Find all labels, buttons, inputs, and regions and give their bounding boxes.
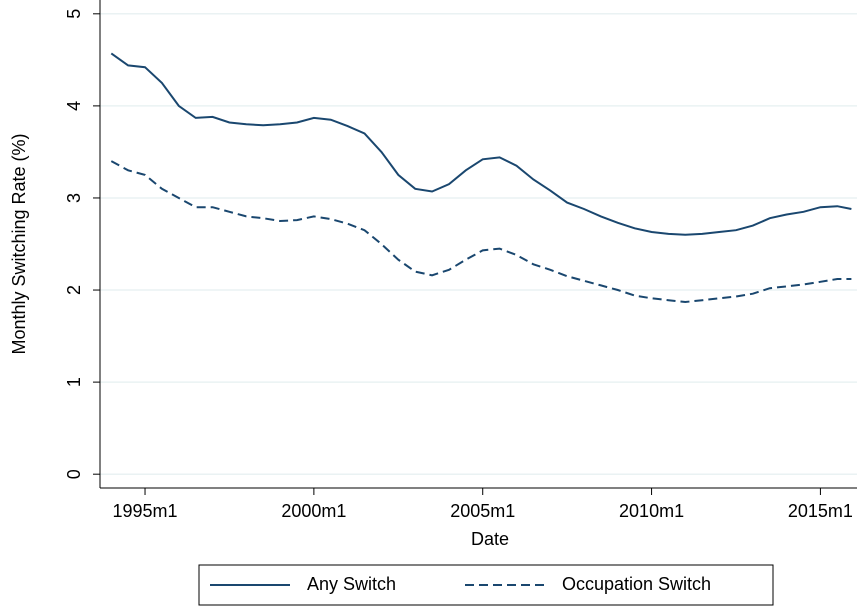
- y-axis-title: Monthly Switching Rate (%): [9, 133, 29, 354]
- y-tick-label: 3: [64, 193, 84, 203]
- x-tick-label: 2000m1: [281, 501, 346, 521]
- x-tick-label: 2005m1: [450, 501, 515, 521]
- data-line: [110, 52, 852, 236]
- legend-label: Any Switch: [307, 574, 396, 594]
- y-tick-label: 1: [64, 377, 84, 387]
- x-tick-label: 1995m1: [112, 501, 177, 521]
- x-tick-label: 2010m1: [619, 501, 684, 521]
- y-tick-label: 2: [64, 285, 84, 295]
- data-line: [110, 160, 852, 304]
- x-tick-label: 2015m1: [788, 501, 853, 521]
- x-axis-title: Date: [471, 529, 509, 549]
- y-tick-label: 0: [64, 469, 84, 479]
- legend-label: Occupation Switch: [562, 574, 711, 594]
- y-tick-label: 4: [64, 101, 84, 111]
- y-tick-label: 5: [64, 9, 84, 19]
